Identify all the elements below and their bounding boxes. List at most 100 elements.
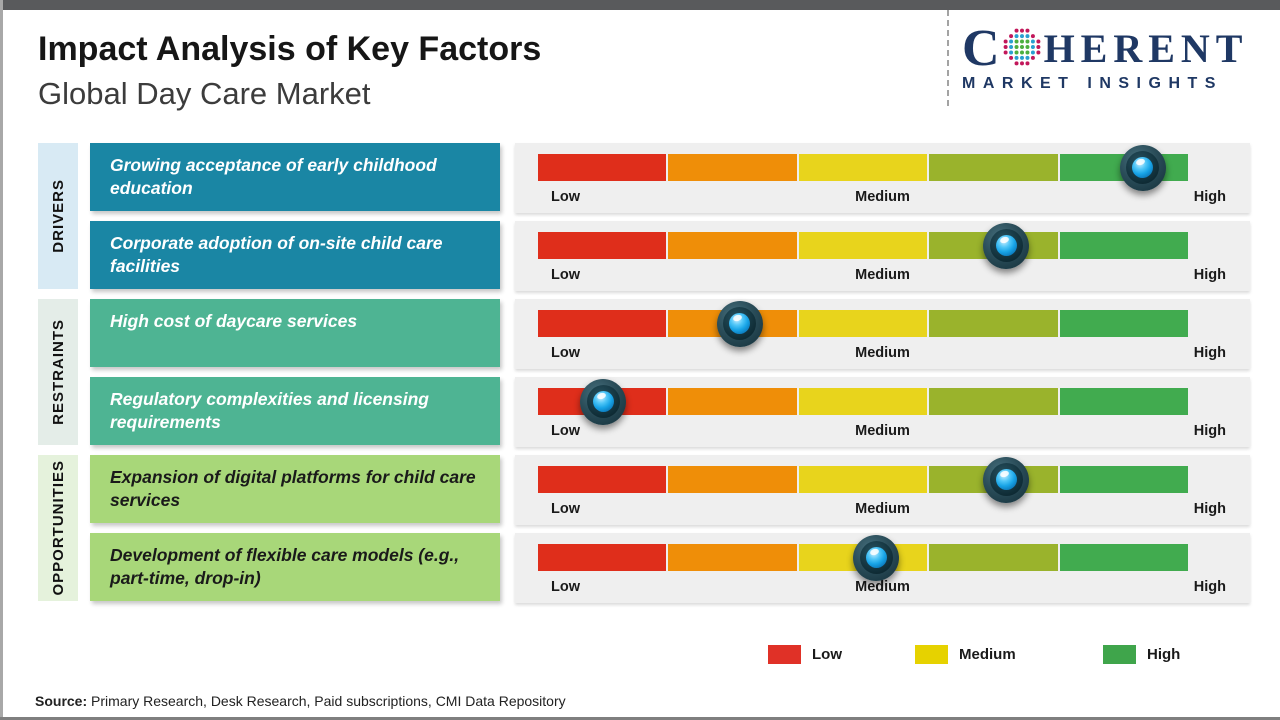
impact-marker <box>1119 144 1166 191</box>
source-text: Primary Research, Desk Research, Paid su… <box>87 693 566 709</box>
impact-scale-bar <box>538 388 1189 415</box>
scale-label-high: High <box>1193 579 1226 595</box>
scale-segment-5 <box>1059 310 1189 337</box>
impact-meter-panel: Medium Low High <box>515 533 1250 603</box>
scale-label-high: High <box>1193 423 1226 439</box>
legend-swatch-high <box>1103 645 1136 664</box>
scale-label-low: Low <box>551 267 580 283</box>
brand-letter-c: C <box>962 20 1000 77</box>
scale-segment-3 <box>798 154 928 181</box>
impact-marker-ring <box>989 229 1023 262</box>
scale-segment-1 <box>538 544 667 571</box>
impact-scale-bar <box>538 544 1189 571</box>
scale-segment-4 <box>929 544 1058 571</box>
scale-segment-4 <box>929 310 1058 337</box>
impact-marker-core <box>995 469 1017 490</box>
impact-marker-ring <box>1126 151 1159 184</box>
section-label-restraints: RESTRAINTS <box>49 319 67 425</box>
scale-segment-3 <box>798 232 928 259</box>
scale-segment-5 <box>1059 232 1189 259</box>
top-border-band <box>0 0 1280 10</box>
bottom-border-line <box>0 717 1280 720</box>
factor-text-box: Corporate adoption of on-site child care… <box>90 221 500 289</box>
scale-segment-5 <box>1059 466 1189 493</box>
factor-text-box: Expansion of digital platforms for child… <box>90 455 500 523</box>
scale-segment-2 <box>668 154 797 181</box>
legend-label-low: Low <box>812 646 842 663</box>
scale-label-low: Low <box>551 579 580 595</box>
brand-letters-rest: HERENT <box>1043 26 1249 71</box>
impact-scale-bar <box>538 310 1189 337</box>
factor-text-box: Regulatory complexities and licensing re… <box>90 377 500 445</box>
scale-label-low: Low <box>551 501 580 517</box>
section-strip-restraints: RESTRAINTS <box>38 299 78 445</box>
scale-label-low: Low <box>551 423 580 439</box>
impact-marker-core <box>729 313 750 334</box>
factor-text-box: Growing acceptance of early childhood ed… <box>90 143 500 211</box>
source-prefix: Source: <box>35 693 88 709</box>
impact-marker <box>983 456 1029 503</box>
section-strip-opportunities: OPPORTUNITIES <box>38 455 78 601</box>
impact-marker-ring <box>859 541 893 574</box>
impact-marker-core <box>592 391 614 412</box>
legend-item-high: High <box>1103 645 1180 664</box>
impact-meter-panel: Medium Low High <box>515 299 1250 369</box>
scale-label-high: High <box>1193 189 1226 205</box>
scale-labels: Medium Low High <box>515 423 1250 439</box>
factor-text-box: High cost of daycare services <box>90 299 500 367</box>
header: Impact Analysis of Key Factors Global Da… <box>38 30 918 111</box>
impact-marker-glint <box>998 235 1010 245</box>
impact-scale-bar <box>538 154 1189 181</box>
scale-labels: Medium Low High <box>515 345 1250 361</box>
scale-labels: Medium Low High <box>515 267 1250 283</box>
impact-meter-panel: Medium Low High <box>515 455 1250 525</box>
scale-segment-4 <box>929 388 1058 415</box>
scale-labels: Medium Low High <box>515 501 1250 517</box>
legend-item-low: Low <box>768 645 842 664</box>
impact-marker-glint <box>732 313 743 323</box>
section-strip-drivers: DRIVERS <box>38 143 78 289</box>
impact-marker-core <box>865 547 887 568</box>
scale-segment-4 <box>929 154 1058 181</box>
legend-swatch-low <box>768 645 801 664</box>
scale-segment-2 <box>668 388 797 415</box>
scale-label-medium: Medium <box>855 189 910 205</box>
impact-meter-panel: Medium Low High <box>515 143 1250 213</box>
scale-label-medium: Medium <box>855 423 910 439</box>
scale-segment-2 <box>668 466 797 493</box>
legend-label-high: High <box>1147 646 1181 663</box>
section-label-opportunities: OPPORTUNITIES <box>49 460 67 596</box>
impact-marker-ring <box>723 307 756 340</box>
impact-scale-bar <box>538 232 1189 259</box>
scale-segment-2 <box>668 232 797 259</box>
impact-marker-glint <box>998 469 1010 479</box>
impact-marker <box>716 300 763 347</box>
brand-tagline: MARKET INSIGHTS <box>962 75 1223 92</box>
scale-segment-1 <box>538 154 667 181</box>
scale-label-high: High <box>1193 267 1226 283</box>
scale-label-low: Low <box>551 345 580 361</box>
impact-scale-bar <box>538 466 1189 493</box>
impact-marker-glint <box>595 391 607 401</box>
scale-label-medium: Medium <box>855 345 910 361</box>
scale-label-high: High <box>1193 345 1226 361</box>
impact-marker <box>853 534 899 581</box>
impact-meter-panel: Medium Low High <box>515 221 1250 291</box>
scale-segment-1 <box>538 466 667 493</box>
scale-label-medium: Medium <box>855 267 910 283</box>
scale-label-low: Low <box>551 189 580 205</box>
scale-segment-3 <box>798 310 928 337</box>
scale-labels: Medium Low High <box>515 189 1250 205</box>
scale-segment-2 <box>668 544 797 571</box>
impact-marker-core <box>1132 157 1153 178</box>
scale-segment-3 <box>798 388 928 415</box>
impact-marker-glint <box>1135 157 1146 167</box>
brand-logo: C HERENT MARKET INSIGHTS <box>962 20 1262 93</box>
page-subtitle: Global Day Care Market <box>38 76 371 112</box>
impact-marker-ring <box>989 463 1023 496</box>
scale-segment-5 <box>1059 388 1189 415</box>
legend-swatch-medium <box>915 645 948 664</box>
scale-label-high: High <box>1193 501 1226 517</box>
impact-marker-core <box>995 235 1017 256</box>
